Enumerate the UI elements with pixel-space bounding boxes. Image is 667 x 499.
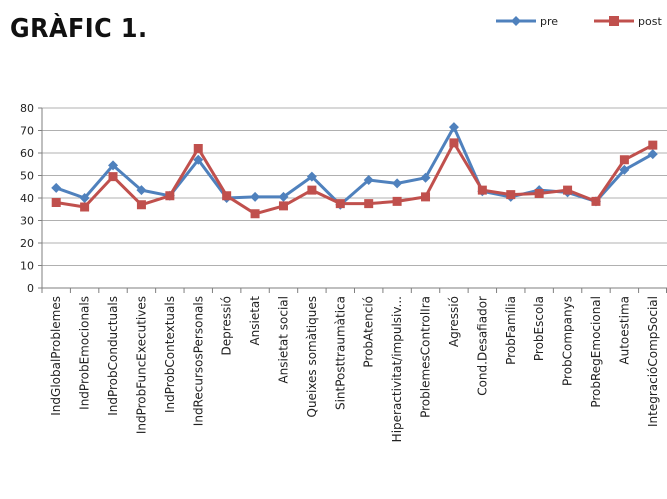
legend-label-post: post	[638, 15, 662, 28]
data-point-pre	[278, 191, 289, 202]
data-point-post	[534, 189, 544, 198]
data-point-post	[165, 191, 175, 201]
data-point-pre	[647, 149, 658, 160]
data-point-pre	[420, 172, 431, 183]
data-point-post	[477, 185, 487, 195]
data-point-pre	[619, 164, 630, 175]
y-tick-label: 20	[20, 237, 34, 250]
data-point-pre	[193, 154, 204, 165]
x-tick-label: ProblemesControlIra	[419, 296, 433, 418]
series-line-post	[55, 141, 654, 216]
data-point-post	[335, 199, 345, 209]
data-point-post	[250, 209, 260, 219]
data-point-post	[421, 192, 431, 202]
data-point-post	[619, 155, 629, 165]
data-point-pre	[392, 178, 403, 189]
data-point-post	[136, 200, 146, 210]
x-tick-label: IndProbEmocionals	[78, 296, 92, 410]
y-tick-label: 60	[20, 147, 34, 160]
data-point-post	[449, 138, 459, 148]
x-tick-label: ProbCompanys	[561, 296, 575, 386]
data-point-pre	[363, 175, 374, 185]
x-axis-ticks: IndGlobalProblemes IndProbEmocionals IndPr…	[41, 288, 667, 442]
data-point-post	[392, 196, 402, 206]
legend-marker-post	[609, 16, 619, 26]
data-point-pre	[136, 185, 147, 196]
y-tick-label: 30	[20, 215, 34, 228]
data-point-post	[108, 172, 118, 182]
x-tick-label: Ansietat social	[276, 296, 290, 384]
x-tick-label: Cond.Desafiador	[475, 296, 489, 396]
data-point-post	[648, 140, 658, 150]
x-tick-label: IndRecursosPersonals	[191, 296, 205, 426]
y-tick-label: 40	[20, 192, 34, 205]
series-lines	[51, 122, 658, 219]
x-tick-label: Ansietat	[248, 296, 262, 346]
x-tick-label: IndProbConductuals	[106, 296, 120, 416]
data-point-post	[591, 196, 601, 206]
data-point-pre	[250, 191, 261, 202]
data-point-post	[278, 201, 288, 211]
x-tick-label: IndGlobalProblemes	[49, 296, 63, 416]
y-axis-ticks: 0 10 20 30 40 50 60 70 80	[20, 102, 42, 295]
x-tick-label: IndProbContextuals	[163, 296, 177, 413]
y-tick-label: 0	[27, 282, 34, 295]
data-point-post	[506, 190, 516, 200]
data-point-pre	[108, 160, 119, 171]
x-tick-label: Agressió	[447, 296, 461, 347]
y-tick-label: 50	[20, 170, 34, 183]
data-point-post	[51, 198, 61, 207]
data-point-post	[364, 199, 374, 209]
data-point-post	[80, 202, 90, 212]
data-point-post	[222, 191, 232, 201]
data-point-pre	[306, 171, 317, 182]
y-tick-label: 10	[20, 260, 34, 273]
data-point-pre	[79, 193, 90, 203]
y-tick-label: 80	[20, 102, 34, 115]
y-tick-label: 70	[20, 125, 34, 138]
x-tick-label: SintPosttraumàtica	[333, 296, 347, 410]
data-point-post	[193, 144, 203, 153]
x-tick-label: ProbAtenció	[362, 296, 376, 368]
x-tick-label: Autoestima	[617, 296, 631, 365]
axes	[41, 108, 667, 289]
legend-marker-pre	[511, 16, 521, 26]
x-tick-label: Depressió	[220, 296, 234, 355]
data-point-pre	[51, 182, 62, 193]
legend-label-pre: pre	[540, 15, 558, 28]
chart-title: GRÀFIC 1.	[10, 14, 148, 44]
data-point-post	[307, 185, 317, 195]
x-tick-label: IntegracióCompSocial	[646, 296, 660, 427]
x-tick-label: ProbFamília	[504, 296, 518, 365]
legend: pre post	[496, 15, 662, 28]
gridlines	[42, 107, 667, 266]
data-point-post	[563, 185, 573, 195]
x-tick-label: Queixes somàtiques	[305, 296, 319, 417]
x-tick-label: ProbEscola	[532, 296, 546, 361]
x-tick-label: Hiperactivitat/impulsiv...	[390, 296, 404, 442]
data-point-pre	[448, 122, 459, 133]
x-tick-label: IndProbFuncExecutives	[134, 296, 148, 434]
x-tick-label: ProbRegEmocional	[589, 296, 603, 408]
